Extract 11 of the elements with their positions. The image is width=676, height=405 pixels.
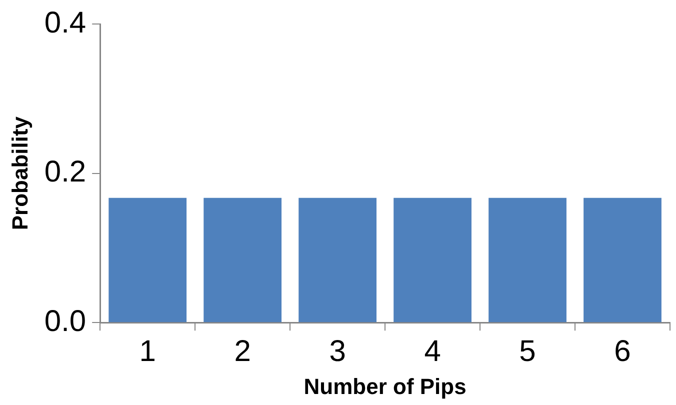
y-tick-label: 0.4 [44,6,86,40]
x-axis-title: Number of Pips [304,374,466,399]
y-axis-title: Probability [7,116,32,230]
x-tick-label: 6 [614,334,631,368]
x-tick-label: 2 [234,334,251,368]
x-tick-label: 4 [424,334,441,368]
x-tick-label: 5 [519,334,536,368]
x-tick-label: 3 [329,334,346,368]
y-tick-label: 0.2 [44,156,86,189]
y-tick-label: 0.0 [44,304,86,338]
x-tick-label: 1 [139,334,156,368]
